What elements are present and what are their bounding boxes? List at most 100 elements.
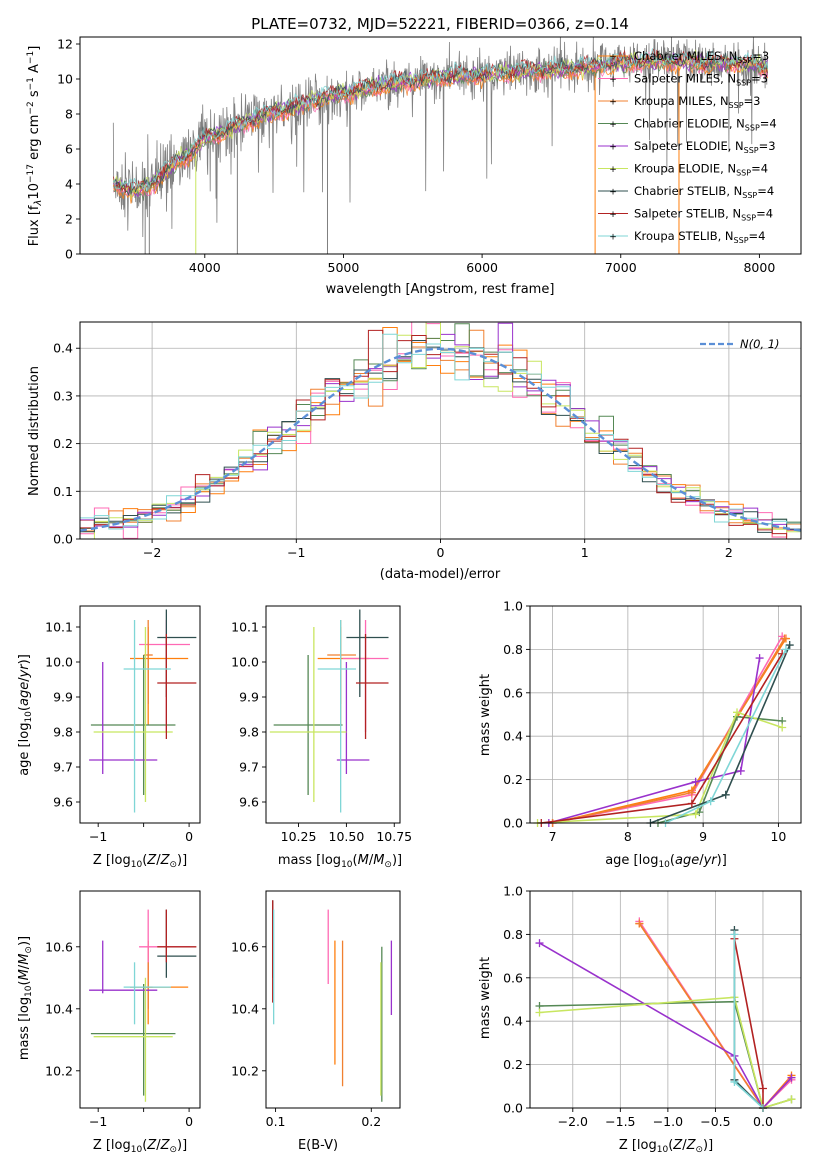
y-tick-label: 10	[57, 72, 73, 87]
axes-frame	[265, 890, 401, 1109]
axes-frame	[529, 890, 802, 1109]
y-tick-label: 0.6	[503, 970, 523, 985]
x-tick-label: 1	[581, 545, 589, 560]
x-tick-label: 7	[549, 829, 557, 844]
mass-weight-marker	[787, 1073, 796, 1082]
spectrum-ylabel: Flux [fλ10−17 erg cm−2 s−1 A−1]	[26, 46, 44, 247]
y-tick-label: 10.0	[45, 655, 73, 670]
x-tick-label: 2	[725, 545, 733, 560]
y-tick-label: 4	[65, 177, 73, 192]
massweight-vs-metallicity-panel: −2.0 −1.5 −1.0 −0.5 0.0 0.0 0.2 0.4 0.6 0.8 1.0	[503, 884, 802, 1129]
y-tick-label: 0.1	[53, 484, 73, 499]
legend-label: Kroupa STELIB, NSSP=4	[634, 229, 765, 245]
mass-weight-marker	[730, 1077, 739, 1086]
mass-weight-marker	[736, 766, 745, 775]
mass-weight-marker	[730, 930, 739, 939]
legend-subscript: SSP	[734, 236, 749, 245]
y-tick-label: 0.3	[53, 388, 73, 403]
residual-xlabel: (data-model)/error	[380, 567, 501, 582]
mass-weight-marker	[755, 654, 764, 663]
y-tick-label: 2	[65, 212, 73, 227]
legend-label: Chabrier ELODIE, NSSP=4	[634, 117, 777, 133]
mass-weight-line	[548, 657, 761, 824]
residual-axes-frame	[79, 321, 802, 540]
y-tick-label: 0.4	[53, 341, 73, 356]
y-tick-label: 0.4	[503, 729, 523, 744]
legend-value: =4	[757, 184, 774, 198]
legend-value: =4	[760, 117, 777, 131]
x-tick-label: −1	[89, 829, 107, 844]
x-tick-label: −2	[143, 545, 161, 560]
legend-marker: +	[609, 120, 617, 130]
y-tick-label: 0.8	[503, 642, 523, 657]
mass-weight-line	[552, 638, 787, 824]
mass-weight-marker	[733, 708, 742, 717]
normal-curve-line	[80, 347, 801, 532]
x-tick-label: −1.0	[653, 1114, 683, 1129]
massweight-vs-age-panel: 7 8 9 10 0.0 0.2 0.4 0.6 0.8 1.0	[503, 599, 802, 844]
y-tick-label: 10.6	[231, 939, 259, 954]
spectrum-axes-frame	[79, 36, 802, 255]
x-tick-label: −1	[89, 1114, 107, 1129]
mass-weight-marker	[785, 641, 794, 650]
x-tick-label: 10.50	[329, 829, 365, 844]
legend-label: Kroupa ELODIE, NSSP=4	[634, 162, 768, 178]
x-tick-label: 0	[185, 829, 193, 844]
mass-weight-marker	[691, 810, 700, 819]
legend-marker: +	[609, 53, 617, 63]
mass-weight-line	[539, 996, 792, 1110]
y-tick-label: 9.6	[53, 795, 73, 810]
p8-ylabel: mass weight	[478, 957, 493, 1039]
mass-weight-marker	[535, 939, 544, 948]
legend-subscript: SSP	[745, 124, 760, 133]
p6-ylabel: mass [log10(M/M⊙)]	[17, 936, 34, 1060]
x-tick-label: 0.1	[266, 1114, 286, 1129]
mass-weight-marker	[778, 723, 787, 732]
y-tick-label: 0	[65, 247, 73, 262]
y-tick-label: 0.8	[503, 927, 523, 942]
axes-frame	[79, 890, 201, 1109]
y-tick-label: 10.1	[45, 620, 73, 635]
y-tick-label: 0.4	[503, 1014, 523, 1029]
legend-value: =3	[751, 72, 768, 86]
x-tick-label: −1	[287, 545, 305, 560]
legend-label: Chabrier MILES, NSSP=3	[634, 49, 769, 65]
y-tick-label: 9.6	[239, 795, 259, 810]
y-tick-label: 1.0	[503, 884, 523, 899]
x-tick-label: 4000	[189, 260, 221, 275]
y-tick-label: 8	[65, 107, 73, 122]
mass-weight-marker	[687, 799, 696, 808]
mass-weight-marker	[780, 634, 789, 643]
x-tick-label: 8	[624, 829, 632, 844]
y-tick-label: 10.2	[45, 1063, 73, 1078]
legend-label: Chabrier STELIB, NSSP=4	[634, 184, 774, 200]
mass-weight-marker	[691, 777, 700, 786]
p8-xlabel: Z [log10(Z/Z⊙)]	[619, 1138, 713, 1155]
x-tick-label: 8000	[743, 260, 775, 275]
legend-subscript: SSP	[736, 79, 751, 88]
x-tick-label: 10.25	[281, 829, 317, 844]
y-tick-label: 0.0	[53, 532, 73, 547]
y-tick-label: 0.0	[503, 816, 523, 831]
legend-subscript: SSP	[742, 191, 757, 200]
legend-label: Salpeter ELODIE, NSSP=3	[634, 139, 776, 155]
y-tick-label: 0.0	[503, 1101, 523, 1116]
x-tick-label: 10	[770, 829, 786, 844]
y-tick-label: 0.6	[503, 685, 523, 700]
x-tick-label: 5000	[328, 260, 360, 275]
x-tick-label: 10.75	[376, 829, 412, 844]
spectrum-xlabel: wavelength [Angstrom, rest frame]	[326, 282, 555, 297]
legend-subscript: SSP	[736, 169, 751, 178]
normal-legend-label: N(0, 1)	[740, 337, 780, 351]
y-tick-label: 0.2	[503, 772, 523, 787]
y-tick-label: 10.6	[45, 939, 73, 954]
legend-value: =3	[752, 49, 769, 63]
p6-xlabel: Z [log10(Z/Z⊙)]	[93, 1138, 187, 1155]
y-tick-label: 9.8	[239, 725, 259, 740]
spectrum-plot-area: 4000 5000 6000 7000 8000 0 2 4 6 8 10 12	[57, 36, 802, 275]
y-tick-label: 9.9	[239, 690, 259, 705]
legend-marker: +	[609, 75, 617, 85]
y-tick-label: 9.7	[53, 760, 73, 775]
axes-frame	[79, 605, 201, 824]
